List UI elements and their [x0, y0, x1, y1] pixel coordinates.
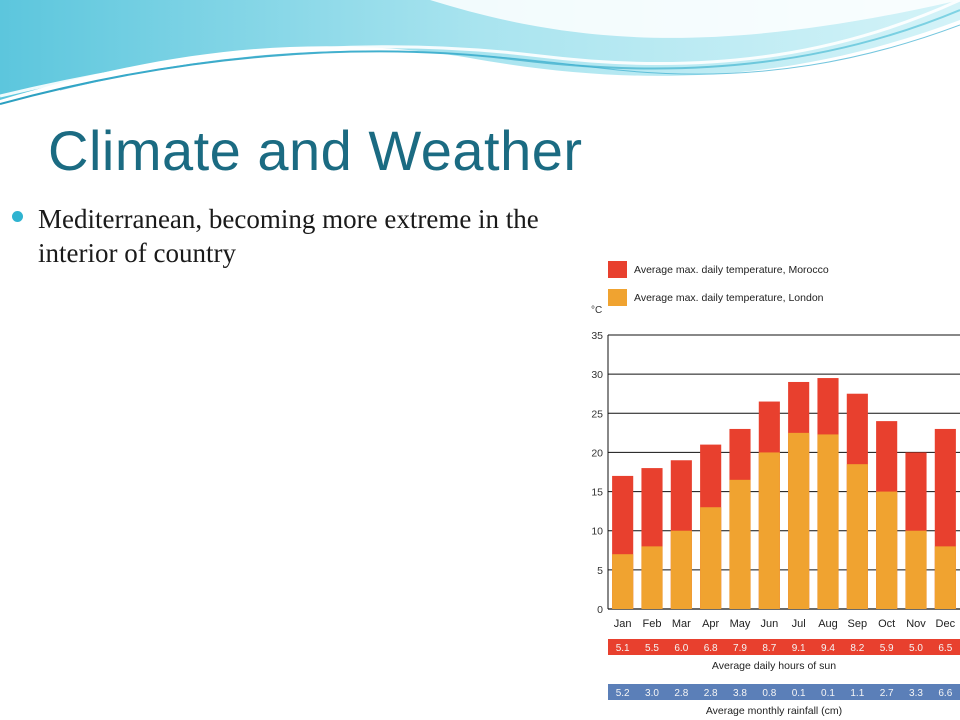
table-label: Average daily hours of sun	[712, 660, 836, 672]
bar-london	[934, 546, 956, 609]
x-tick-label: Feb	[643, 618, 662, 630]
y-tick-label: 20	[591, 447, 603, 459]
x-tick-label: Jun	[760, 618, 778, 630]
chart-svg: Average max. daily temperature, Morocco A…	[591, 261, 960, 717]
bar-london	[876, 491, 898, 609]
y-tick-label: 35	[591, 330, 603, 342]
table-value: 5.9	[880, 643, 894, 654]
table-value: 5.0	[909, 643, 923, 654]
bar-london	[641, 546, 663, 609]
y-tick-label: 0	[597, 604, 603, 616]
table-value: 6.8	[704, 643, 718, 654]
table-value: 8.2	[850, 643, 864, 654]
y-tick-label: 30	[591, 369, 603, 381]
x-tick-label: Dec	[936, 618, 956, 630]
table-value: 2.8	[674, 688, 688, 699]
bar-london	[788, 432, 810, 609]
bar-london	[612, 554, 634, 609]
x-tick-label: Aug	[818, 618, 838, 630]
table-value: 9.1	[792, 643, 806, 654]
wave-banner	[0, 0, 960, 105]
bullet-text: Mediterranean, becoming more extreme in …	[38, 204, 539, 268]
climate-chart: Average max. daily temperature, Morocco A…	[580, 255, 960, 720]
bar-london	[817, 434, 839, 609]
x-tick-label: Mar	[672, 618, 691, 630]
x-tick-label: Nov	[906, 618, 926, 630]
table-value: 0.8	[762, 688, 776, 699]
table-value: 9.4	[821, 643, 835, 654]
y-tick-label: 25	[591, 408, 603, 420]
table-value: 2.7	[880, 688, 894, 699]
table-value: 0.1	[792, 688, 806, 699]
table-value: 7.9	[733, 643, 747, 654]
table-value: 6.5	[938, 643, 952, 654]
x-tick-label: Apr	[702, 618, 719, 630]
x-tick-label: Sep	[848, 618, 868, 630]
table-label: Average monthly rainfall (cm)	[706, 705, 842, 717]
table-value: 0.1	[821, 688, 835, 699]
table-value: 3.8	[733, 688, 747, 699]
table-value: 5.5	[645, 643, 659, 654]
table-value: 1.1	[850, 688, 864, 699]
table-band	[608, 639, 960, 655]
bar-london	[905, 530, 927, 609]
bar-london	[729, 479, 751, 609]
table-value: 2.8	[704, 688, 718, 699]
y-tick-label: 10	[591, 526, 603, 538]
bar-london	[670, 530, 692, 609]
legend-swatch	[608, 289, 627, 306]
x-tick-label: May	[730, 618, 751, 630]
table-band	[608, 684, 960, 700]
legend-label: Average max. daily temperature, Morocco	[634, 264, 829, 276]
table-value: 5.1	[616, 643, 630, 654]
bullet-dot	[12, 211, 23, 222]
x-tick-label: Jan	[614, 618, 632, 630]
bar-london	[700, 507, 722, 609]
table-value: 3.0	[645, 688, 659, 699]
table-value: 6.6	[938, 688, 952, 699]
slide-title: Climate and Weather	[48, 119, 583, 182]
legend-swatch	[608, 261, 627, 278]
bullet-item: Mediterranean, becoming more extreme in …	[12, 202, 552, 270]
table-value: 8.7	[762, 643, 776, 654]
y-axis-unit: °C	[591, 305, 602, 316]
y-tick-label: 15	[591, 487, 603, 499]
bar-london	[758, 452, 780, 609]
table-value: 6.0	[674, 643, 688, 654]
y-tick-label: 5	[597, 565, 603, 577]
bar-london	[846, 464, 868, 609]
table-value: 3.3	[909, 688, 923, 699]
x-tick-label: Oct	[878, 618, 895, 630]
x-tick-label: Jul	[792, 618, 806, 630]
legend-label: Average max. daily temperature, London	[634, 292, 824, 304]
table-value: 5.2	[616, 688, 630, 699]
